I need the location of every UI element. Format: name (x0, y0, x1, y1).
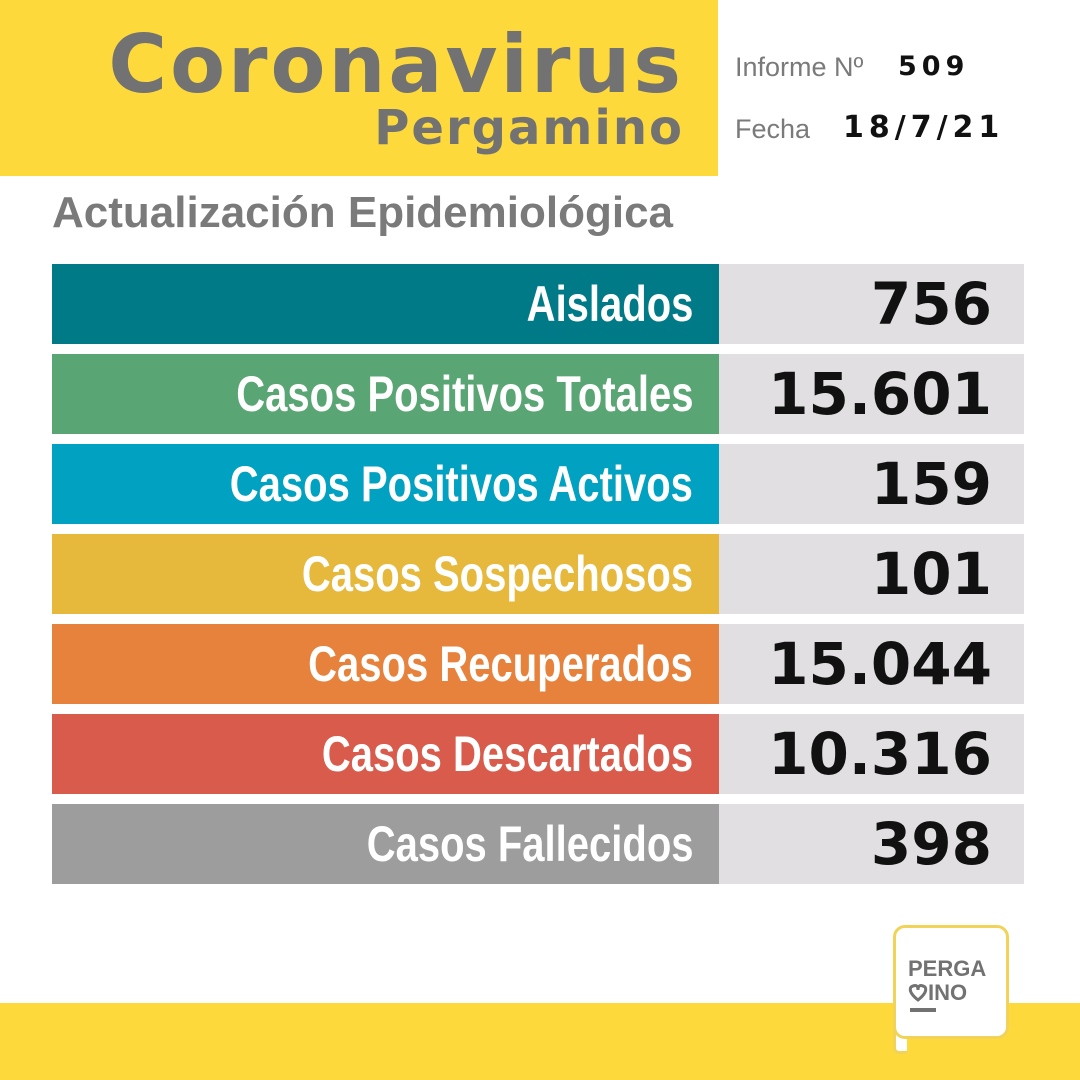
stat-label-text: Casos Sospechosos (301, 546, 693, 602)
stat-label: Casos Recuperados (52, 624, 719, 704)
stat-row: Aislados 756 (52, 264, 1024, 344)
stat-value: 159 (870, 450, 992, 518)
stat-row: Casos Recuperados 15.044 (52, 624, 1024, 704)
stat-label-text: Casos Positivos Totales (235, 366, 693, 422)
pergamino-logo: PERGA INO (893, 925, 1009, 1039)
logo-underline (910, 1008, 936, 1012)
stat-row: Casos Positivos Totales 15.601 (52, 354, 1024, 434)
stat-label: Aislados (52, 264, 719, 344)
stat-label-text: Casos Positivos Activos (229, 456, 693, 512)
subtitle: Pergamino (374, 100, 684, 156)
stat-label-text: Casos Descartados (321, 726, 693, 782)
stat-value: 15.601 (768, 360, 992, 428)
report-label: Informe Nº (735, 52, 864, 82)
stat-row: Casos Positivos Activos 159 (52, 444, 1024, 524)
stat-label-text: Casos Fallecidos (366, 816, 693, 872)
stat-value: 101 (870, 540, 992, 608)
title: Coronavirus (108, 18, 684, 111)
date-info: Fecha 18/7/21 (735, 110, 999, 145)
stat-label: Casos Fallecidos (52, 804, 719, 884)
stat-label: Casos Positivos Activos (52, 444, 719, 524)
stat-label: Casos Positivos Totales (52, 354, 719, 434)
header-banner: Coronavirus Pergamino (0, 0, 718, 176)
logo-line1: PERGA (908, 956, 987, 981)
section-title: Actualización Epidemiológica (52, 188, 674, 237)
stat-label: Casos Sospechosos (52, 534, 719, 614)
stat-row: Casos Descartados 10.316 (52, 714, 1024, 794)
stat-label-text: Casos Recuperados (308, 636, 693, 692)
stat-value: 10.316 (768, 720, 992, 788)
stat-value: 756 (870, 270, 992, 338)
stat-row: Casos Sospechosos 101 (52, 534, 1024, 614)
date-value: 18/7/21 (843, 110, 1005, 145)
report-number: 509 (898, 51, 970, 82)
stat-value: 398 (870, 810, 992, 878)
date-label: Fecha (735, 114, 811, 144)
stat-label-text: Aislados (526, 276, 693, 332)
logo-line2: INO (908, 980, 967, 1006)
heart-icon (908, 984, 928, 1002)
report-info: Informe Nº 509 (735, 51, 964, 83)
stat-row: Casos Fallecidos 398 (52, 804, 1024, 884)
stat-value: 15.044 (768, 630, 992, 698)
stat-label: Casos Descartados (52, 714, 719, 794)
